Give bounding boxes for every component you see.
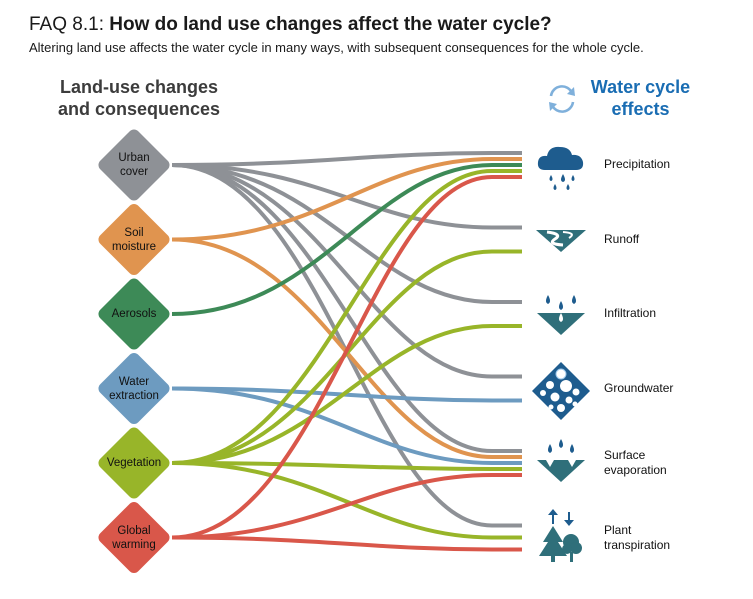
effect-label-line1: Infiltration xyxy=(604,306,657,320)
driver-diamonds xyxy=(98,129,170,574)
driver-label-line1: Soil xyxy=(124,226,144,239)
right-heading-line2: effects xyxy=(611,99,670,119)
link-urban-to-plant_transpiration xyxy=(171,163,522,528)
link-aerosols-to-precipitation xyxy=(171,163,522,316)
link-vegetation-to-surface_evaporation xyxy=(171,461,522,471)
effect-label-line1: Runoff xyxy=(604,231,640,246)
effect-label-line1: Precipitation xyxy=(604,157,671,171)
link-warming-to-surface_evaporation xyxy=(171,473,522,540)
driver-label-line1: Vegetation xyxy=(106,457,162,469)
driver-label-water: Water extraction xyxy=(94,375,174,403)
driver-label-line1: Water xyxy=(118,375,150,388)
link-vegetation-to-precipitation xyxy=(171,169,522,465)
driver-label-aerosols: Aerosols xyxy=(94,307,174,321)
infiltration-drops-icon xyxy=(537,295,585,335)
effect-label-line2: evaporation xyxy=(604,463,667,477)
effect-label-surface_evaporation: Surface evaporation xyxy=(604,448,667,478)
left-heading-line2: and consequences xyxy=(57,99,221,119)
effect-label-precipitation: Precipitation xyxy=(604,157,670,172)
driver-diamond-aerosols xyxy=(98,278,170,350)
link-vegetation-to-runoff xyxy=(171,249,522,465)
water-cycle-icon xyxy=(549,85,575,113)
link-soil-to-surface_evaporation xyxy=(171,237,522,459)
figure-subtitle: Altering land use affects the water cycl… xyxy=(29,40,644,55)
link-urban-to-surface_evaporation xyxy=(171,163,522,453)
driver-label-soil: Soil moisture xyxy=(94,226,174,254)
effect-label-plant_transpiration: Plant transpiration xyxy=(604,523,670,553)
link-warming-to-plant_transpiration xyxy=(171,535,522,552)
driver-label-line2: warming xyxy=(112,538,156,551)
driver-label-line1: Global xyxy=(117,524,151,537)
evaporation-drops-icon xyxy=(537,439,585,482)
connection-links xyxy=(171,151,522,552)
effect-label-line1: Plant xyxy=(604,522,632,537)
effect-label-line1: Groundwater xyxy=(604,380,674,395)
link-vegetation-to-infiltration xyxy=(171,324,522,465)
link-water-to-surface_evaporation xyxy=(171,386,522,465)
link-soil-to-precipitation xyxy=(171,157,522,242)
effect-label-line1: Surface xyxy=(604,448,646,462)
effect-label-infiltration: Infiltration xyxy=(604,306,656,321)
driver-label-line1: Aerosols xyxy=(111,308,157,320)
river-runoff-icon xyxy=(536,230,586,252)
driver-diamond-urban xyxy=(98,129,170,201)
driver-diamond-water xyxy=(98,352,170,425)
figure-title: FAQ 8.1: How do land use changes affect … xyxy=(29,14,552,36)
driver-label-line1: Urban xyxy=(118,152,150,164)
right-column-heading: Water cycle effects xyxy=(578,76,703,120)
link-urban-to-infiltration xyxy=(171,163,522,304)
figure-question: How do land use changes affect the water… xyxy=(109,14,552,35)
figure-number: FAQ 8.1: xyxy=(29,14,104,35)
effect-label-line2: transpiration xyxy=(604,537,671,552)
driver-label-line2: extraction xyxy=(109,389,159,402)
driver-diamond-soil xyxy=(98,203,170,276)
effect-label-runoff: Runoff xyxy=(604,232,639,247)
driver-label-urban: Urban cover xyxy=(94,151,174,179)
link-urban-to-runoff xyxy=(171,163,522,230)
trees-transpiration-icon xyxy=(539,509,582,562)
driver-label-vegetation: Vegetation xyxy=(94,456,174,470)
rain-cloud-icon xyxy=(537,146,584,190)
link-urban-to-precipitation xyxy=(171,151,522,167)
link-warming-to-precipitation xyxy=(171,175,522,540)
driver-label-line2: cover xyxy=(119,166,149,178)
driver-label-warming: Global warming xyxy=(94,524,174,552)
left-heading-line1: Land-use changes xyxy=(59,77,219,97)
left-column-heading: Land-use changes and consequences xyxy=(30,76,248,120)
right-heading-line1: Water cycle xyxy=(590,77,691,97)
driver-label-line2: moisture xyxy=(111,240,157,253)
driver-diamond-warming xyxy=(98,501,170,574)
link-water-to-groundwater xyxy=(171,386,522,403)
link-urban-to-groundwater xyxy=(171,163,522,379)
driver-diamond-vegetation xyxy=(98,427,170,499)
groundwater-pores-icon xyxy=(532,362,590,420)
effect-label-groundwater: Groundwater xyxy=(604,381,673,396)
